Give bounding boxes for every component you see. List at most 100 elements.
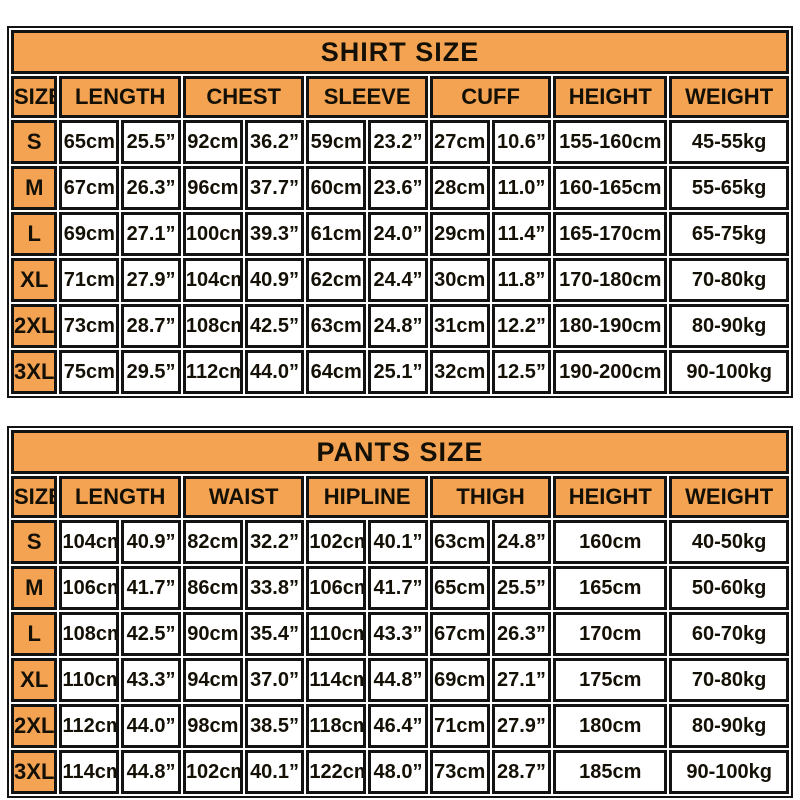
value-cell: 24.8”	[491, 520, 552, 564]
value-cell: 102cm	[182, 750, 243, 794]
value-cell: 50-60kg	[669, 566, 789, 610]
shirt-header-row: SIZE LENGTH CHEST SLEEVE CUFF HEIGHT WEI…	[11, 76, 789, 118]
value-cell: 40-50kg	[669, 520, 789, 564]
size-cell: 3XL	[11, 350, 58, 394]
value-cell: 26.3”	[121, 166, 181, 210]
value-cell: 71cm	[429, 704, 490, 748]
table-row-2xl: 2XL 73cm 28.7” 108cm 42.5” 63cm 24.8” 31…	[11, 304, 789, 348]
value-cell: 43.3”	[368, 612, 428, 656]
value-cell: 11.4”	[491, 212, 552, 256]
value-cell: 36.2”	[244, 120, 305, 164]
value-cell: 170cm	[553, 612, 668, 656]
value-cell: 165cm	[553, 566, 668, 610]
value-cell: 70-80kg	[669, 658, 789, 702]
value-cell: 106cm	[59, 566, 120, 610]
column-header-sleeve: SLEEVE	[306, 76, 428, 118]
value-cell: 155-160cm	[553, 120, 668, 164]
value-cell: 38.5”	[244, 704, 305, 748]
pants-table-title: PANTS SIZE	[11, 430, 789, 474]
value-cell: 40.1”	[368, 520, 428, 564]
value-cell: 114cm	[306, 658, 367, 702]
column-header-cuff: CUFF	[429, 76, 552, 118]
value-cell: 175cm	[553, 658, 668, 702]
value-cell: 106cm	[306, 566, 367, 610]
size-cell: M	[11, 166, 58, 210]
size-cell: XL	[11, 258, 58, 302]
value-cell: 112cm	[182, 350, 243, 394]
value-cell: 104cm	[59, 520, 120, 564]
column-header-weight: WEIGHT	[669, 476, 789, 518]
value-cell: 61cm	[306, 212, 367, 256]
pants-header-row: SIZE LENGTH WAIST HIPLINE THIGH HEIGHT W…	[11, 476, 789, 518]
value-cell: 35.4”	[244, 612, 305, 656]
size-cell: 2XL	[11, 704, 58, 748]
value-cell: 24.0”	[368, 212, 428, 256]
value-cell: 63cm	[306, 304, 367, 348]
value-cell: 32cm	[429, 350, 490, 394]
value-cell: 27cm	[429, 120, 490, 164]
value-cell: 46.4”	[368, 704, 428, 748]
value-cell: 98cm	[182, 704, 243, 748]
value-cell: 11.8”	[491, 258, 552, 302]
value-cell: 104cm	[182, 258, 243, 302]
value-cell: 90cm	[182, 612, 243, 656]
shirt-table-title: SHIRT SIZE	[11, 30, 789, 74]
value-cell: 65-75kg	[669, 212, 789, 256]
value-cell: 42.5”	[244, 304, 305, 348]
value-cell: 64cm	[306, 350, 367, 394]
value-cell: 10.6”	[491, 120, 552, 164]
value-cell: 96cm	[182, 166, 243, 210]
value-cell: 165-170cm	[553, 212, 668, 256]
value-cell: 86cm	[182, 566, 243, 610]
column-header-length: LENGTH	[59, 476, 181, 518]
column-header-chest: CHEST	[182, 76, 305, 118]
size-cell: L	[11, 212, 58, 256]
value-cell: 48.0”	[368, 750, 428, 794]
value-cell: 185cm	[553, 750, 668, 794]
table-row-s: S 65cm 25.5” 92cm 36.2” 59cm 23.2” 27cm …	[11, 120, 789, 164]
value-cell: 114cm	[59, 750, 120, 794]
value-cell: 28.7”	[121, 304, 181, 348]
value-cell: 118cm	[306, 704, 367, 748]
column-header-size: SIZE	[11, 76, 58, 118]
value-cell: 108cm	[182, 304, 243, 348]
value-cell: 44.0”	[244, 350, 305, 394]
column-header-weight: WEIGHT	[669, 76, 789, 118]
value-cell: 71cm	[59, 258, 120, 302]
value-cell: 180cm	[553, 704, 668, 748]
value-cell: 30cm	[429, 258, 490, 302]
value-cell: 11.0”	[491, 166, 552, 210]
value-cell: 82cm	[182, 520, 243, 564]
table-row-l: L 69cm 27.1” 100cm 39.3” 61cm 24.0” 29cm…	[11, 212, 789, 256]
shirt-title-row: SHIRT SIZE	[11, 30, 789, 74]
value-cell: 122cm	[306, 750, 367, 794]
column-header-length: LENGTH	[59, 76, 181, 118]
value-cell: 44.8”	[368, 658, 428, 702]
value-cell: 41.7”	[121, 566, 181, 610]
size-cell: 2XL	[11, 304, 58, 348]
value-cell: 110cm	[306, 612, 367, 656]
value-cell: 60-70kg	[669, 612, 789, 656]
value-cell: 37.0”	[244, 658, 305, 702]
value-cell: 59cm	[306, 120, 367, 164]
value-cell: 65cm	[429, 566, 490, 610]
value-cell: 160-165cm	[553, 166, 668, 210]
value-cell: 40.9”	[121, 520, 181, 564]
value-cell: 100cm	[182, 212, 243, 256]
value-cell: 80-90kg	[669, 304, 789, 348]
value-cell: 80-90kg	[669, 704, 789, 748]
value-cell: 40.9”	[244, 258, 305, 302]
value-cell: 45-55kg	[669, 120, 789, 164]
value-cell: 25.1”	[368, 350, 428, 394]
value-cell: 44.8”	[121, 750, 181, 794]
value-cell: 27.1”	[491, 658, 552, 702]
size-cell: S	[11, 520, 58, 564]
value-cell: 28cm	[429, 166, 490, 210]
column-header-height: HEIGHT	[553, 476, 668, 518]
value-cell: 170-180cm	[553, 258, 668, 302]
value-cell: 37.7”	[244, 166, 305, 210]
value-cell: 110cm	[59, 658, 120, 702]
column-header-hipline: HIPLINE	[306, 476, 428, 518]
value-cell: 31cm	[429, 304, 490, 348]
